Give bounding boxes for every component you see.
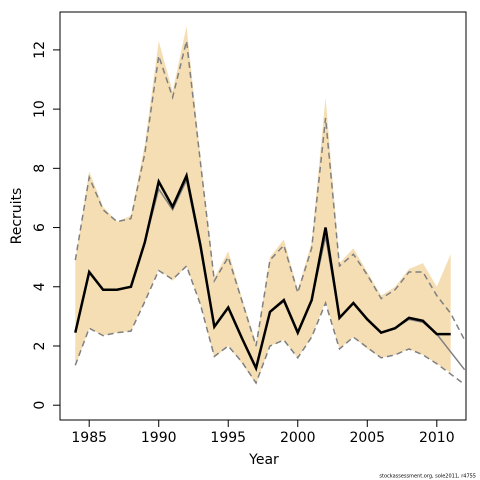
y-tick-label: 6	[32, 223, 48, 232]
confidence-line	[74, 264, 466, 386]
x-axis-label: Year	[248, 452, 279, 468]
y-axis-label: Recruits	[9, 188, 25, 245]
y-tick-label: 2	[32, 342, 48, 351]
x-tick-label: 2000	[280, 430, 316, 446]
y-tick-label: 8	[32, 164, 48, 173]
y-tick-label: 12	[32, 41, 48, 59]
x-tick-label: 1995	[210, 430, 246, 446]
x-tick-label: 2005	[349, 430, 385, 446]
y-tick-label: 0	[32, 401, 48, 410]
uncertainty-band	[75, 26, 451, 385]
plot-frame	[59, 11, 467, 421]
y-tick-label: 10	[32, 100, 48, 118]
y-tick-label: 4	[32, 282, 48, 291]
x-tick-label: 1985	[71, 430, 107, 446]
x-tick-label: 1990	[141, 430, 177, 446]
footnote: stockassessment.org, sole2011, r4755	[379, 474, 476, 480]
x-tick-label: 2010	[419, 430, 455, 446]
estimate-line	[74, 171, 451, 372]
